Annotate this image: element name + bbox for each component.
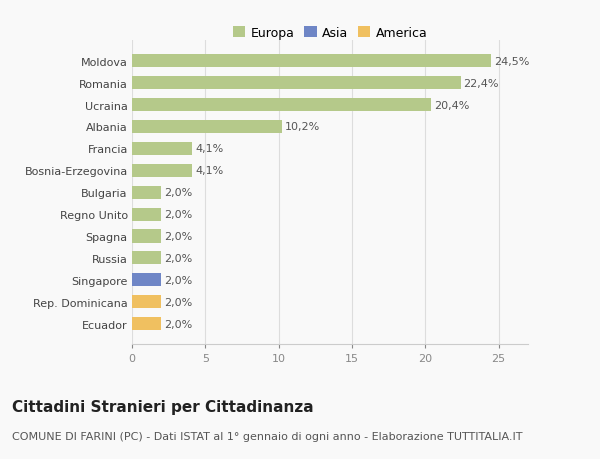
Bar bbox=[132, 208, 161, 221]
Bar bbox=[132, 164, 192, 178]
Text: 20,4%: 20,4% bbox=[434, 101, 470, 110]
Bar bbox=[132, 274, 161, 287]
Text: 22,4%: 22,4% bbox=[463, 78, 499, 89]
Bar bbox=[132, 142, 192, 156]
Text: 10,2%: 10,2% bbox=[284, 122, 320, 132]
Text: 4,1%: 4,1% bbox=[195, 144, 223, 154]
Bar bbox=[132, 317, 161, 330]
Text: 2,0%: 2,0% bbox=[164, 319, 193, 329]
Text: 2,0%: 2,0% bbox=[164, 275, 193, 285]
Bar bbox=[132, 296, 161, 308]
Text: 2,0%: 2,0% bbox=[164, 210, 193, 219]
Text: 2,0%: 2,0% bbox=[164, 188, 193, 198]
Bar bbox=[132, 252, 161, 265]
Bar bbox=[132, 121, 281, 134]
Text: 2,0%: 2,0% bbox=[164, 231, 193, 241]
Text: 2,0%: 2,0% bbox=[164, 297, 193, 307]
Text: 4,1%: 4,1% bbox=[195, 166, 223, 176]
Legend: Europa, Asia, America: Europa, Asia, America bbox=[229, 23, 431, 44]
Bar bbox=[132, 77, 461, 90]
Bar bbox=[132, 99, 431, 112]
Text: COMUNE DI FARINI (PC) - Dati ISTAT al 1° gennaio di ogni anno - Elaborazione TUT: COMUNE DI FARINI (PC) - Dati ISTAT al 1°… bbox=[12, 431, 523, 442]
Text: Cittadini Stranieri per Cittadinanza: Cittadini Stranieri per Cittadinanza bbox=[12, 399, 314, 414]
Text: 2,0%: 2,0% bbox=[164, 253, 193, 263]
Text: 24,5%: 24,5% bbox=[494, 56, 530, 67]
Bar bbox=[132, 186, 161, 199]
Bar bbox=[132, 55, 491, 68]
Bar bbox=[132, 230, 161, 243]
